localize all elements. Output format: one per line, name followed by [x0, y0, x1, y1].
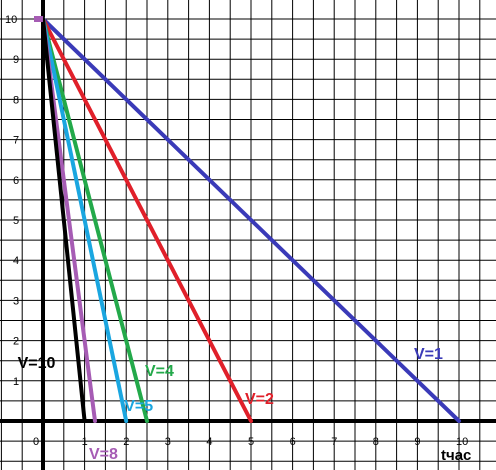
y-tick-label: 7 [13, 135, 19, 147]
chart-series [34, 16, 461, 423]
x-tick-label: 10 [456, 436, 468, 448]
x-tick-label: 0 [33, 436, 39, 448]
y-tick-label: 9 [13, 54, 19, 66]
x-tick-label: 4 [206, 436, 212, 448]
y-tick-label: 8 [13, 94, 19, 106]
y-tick-label: 3 [13, 295, 19, 307]
series-label-v-8: V=8 [89, 446, 118, 463]
x-tick-label: 2 [123, 436, 129, 448]
y-tick-label: 2 [13, 336, 19, 348]
x-tick-label: 5 [248, 436, 254, 448]
y-tick-label: 10 [5, 14, 17, 26]
x-tick-label: 1 [82, 436, 88, 448]
x-axis-label: tчас [441, 447, 471, 464]
series-line-v-10 [41, 17, 87, 423]
y-tick-label: 1 [13, 376, 19, 388]
series-line-v-1 [41, 17, 461, 423]
y-tick-label: 5 [13, 215, 19, 227]
series-label-v-5: V=5 [124, 398, 153, 415]
y-tick-label: 6 [13, 175, 19, 187]
series-label-v-4: V=4 [145, 363, 174, 380]
series-line-v-2 [41, 17, 253, 423]
y-tick-label: 4 [13, 255, 19, 267]
x-tick-label: 3 [165, 436, 171, 448]
series-label-v-10: V=10 [18, 355, 56, 372]
tick-labels: 0 1 2 3 4 5 6 7 8 9 10 1 2 3 4 5 6 7 8 9 10 [5, 14, 468, 448]
series-line-v-4 [41, 17, 149, 423]
x-tick-label: 9 [414, 436, 420, 448]
x-tick-label: 7 [331, 436, 337, 448]
series-label-v-2: V=2 [245, 391, 274, 408]
series-line-v-5 [41, 17, 129, 423]
series-labels: V=1 V=2 V=4 V=5 V=8 V=10 [18, 346, 443, 463]
series-label-v-1: V=1 [414, 346, 443, 363]
x-tick-label: 8 [373, 436, 379, 448]
start-point-marker [34, 16, 43, 22]
x-tick-label: 6 [290, 436, 296, 448]
